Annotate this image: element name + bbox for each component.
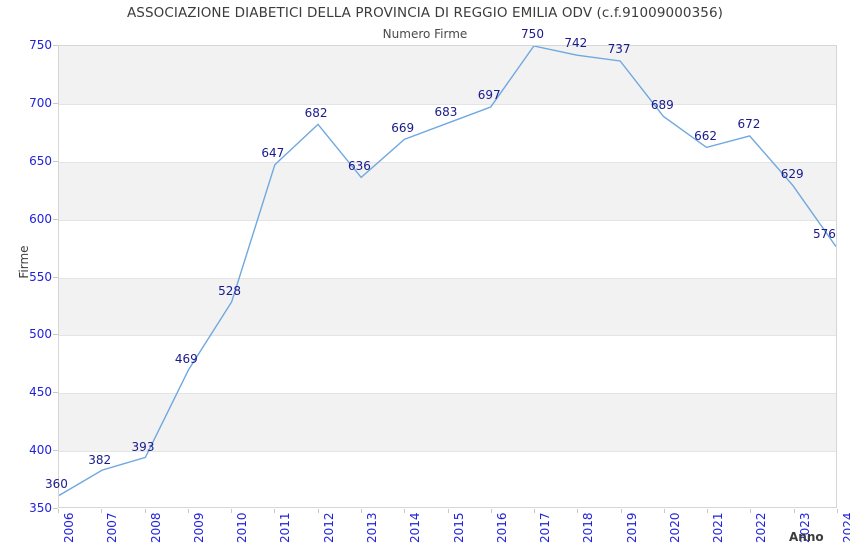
x-tick-label-2009: 2009	[191, 512, 206, 543]
x-tick-mark-2013	[361, 509, 362, 513]
x-tick-mark-2017	[534, 509, 535, 513]
x-tick-mark-2020	[664, 509, 665, 513]
x-tick-mark-2009	[188, 509, 189, 513]
x-tick-mark-2022	[750, 509, 751, 513]
y-tick-mark-350	[53, 508, 58, 509]
x-axis-tick-labels: 2006 2007 2008 2009 2010 2011 2012 2013 2014 2015…	[58, 509, 850, 550]
x-tick-mark-2012	[318, 509, 319, 513]
x-tick-label-2017: 2017	[538, 512, 553, 543]
y-tick-label-750: 750	[29, 38, 52, 52]
gridline-700	[59, 104, 836, 105]
y-tick-mark-650	[53, 161, 58, 162]
gridline-500	[59, 335, 836, 336]
band-500-550	[59, 277, 836, 336]
gridline-550	[59, 278, 836, 279]
x-tick-label-2013: 2013	[364, 512, 379, 543]
x-tick-mark-2019	[621, 509, 622, 513]
series-line-numero-firme	[59, 46, 836, 495]
gridline-650	[59, 162, 836, 163]
gridline-400	[59, 451, 836, 452]
band-400-450	[59, 393, 836, 452]
x-tick-mark-2008	[145, 509, 146, 513]
y-axis-tick-labels: 350 400 450 500 550 600 650 700 750	[0, 39, 52, 514]
y-tick-label-550: 550	[29, 269, 52, 284]
x-tick-label-2007: 2007	[105, 512, 120, 543]
band-700-750	[59, 46, 836, 104]
y-tick-label-400: 400	[29, 443, 52, 458]
gridline-450	[59, 393, 836, 394]
y-tick-mark-750	[53, 45, 58, 46]
chart-title: ASSOCIAZIONE DIABETICI DELLA PROVINCIA D…	[126, 5, 724, 21]
y-tick-mark-600	[53, 219, 58, 220]
band-600-650	[59, 161, 836, 220]
y-axis-tick-marks	[0, 45, 60, 509]
x-tick-label-2010: 2010	[235, 512, 250, 543]
x-tick-mark-2021	[707, 509, 708, 513]
y-tick-mark-450	[53, 392, 58, 393]
x-tick-mark-2011	[274, 509, 275, 513]
x-tick-label-2006: 2006	[62, 512, 76, 543]
x-tick-mark-2007	[101, 509, 102, 513]
x-tick-mark-2016	[491, 509, 492, 513]
x-tick-mark-2015	[448, 509, 449, 513]
x-tick-mark-2006	[58, 509, 59, 513]
y-tick-mark-500	[53, 334, 58, 335]
x-tick-label-2011: 2011	[278, 512, 293, 543]
x-tick-mark-2014	[404, 509, 405, 513]
x-tick-label-2012: 2012	[321, 512, 336, 543]
line-series-svg	[59, 46, 836, 507]
y-tick-label-600: 600	[29, 211, 52, 226]
x-tick-label-2019: 2019	[624, 512, 639, 543]
x-tick-label-2020: 2020	[667, 512, 682, 543]
plot-area	[58, 45, 837, 508]
x-tick-mark-2023	[794, 509, 795, 513]
gridline-600	[59, 220, 836, 221]
x-tick-label-2015: 2015	[451, 512, 466, 543]
y-tick-label-350: 350	[29, 501, 52, 515]
chart-subtitle: Numero Firme	[382, 27, 468, 41]
y-tick-label-650: 650	[29, 153, 52, 168]
y-tick-mark-400	[53, 450, 58, 451]
x-tick-label-2016: 2016	[494, 512, 509, 543]
x-tick-label-2008: 2008	[148, 512, 163, 543]
x-tick-label-2018: 2018	[581, 512, 596, 543]
y-tick-mark-550	[53, 277, 58, 278]
y-tick-mark-700	[53, 103, 58, 104]
y-tick-label-500: 500	[29, 327, 52, 342]
x-tick-mark-2024	[837, 509, 838, 513]
x-tick-label-2022: 2022	[754, 512, 769, 543]
x-axis-title: Anno	[789, 530, 824, 544]
y-tick-label-700: 700	[29, 95, 52, 110]
x-tick-label-2024: 2024	[841, 512, 850, 543]
x-tick-label-2014: 2014	[408, 512, 423, 543]
x-tick-label-2021: 2021	[711, 512, 726, 543]
y-tick-label-450: 450	[29, 385, 52, 400]
x-tick-mark-2010	[231, 509, 232, 513]
x-tick-mark-2018	[577, 509, 578, 513]
y-axis-title: Firme	[17, 245, 31, 279]
